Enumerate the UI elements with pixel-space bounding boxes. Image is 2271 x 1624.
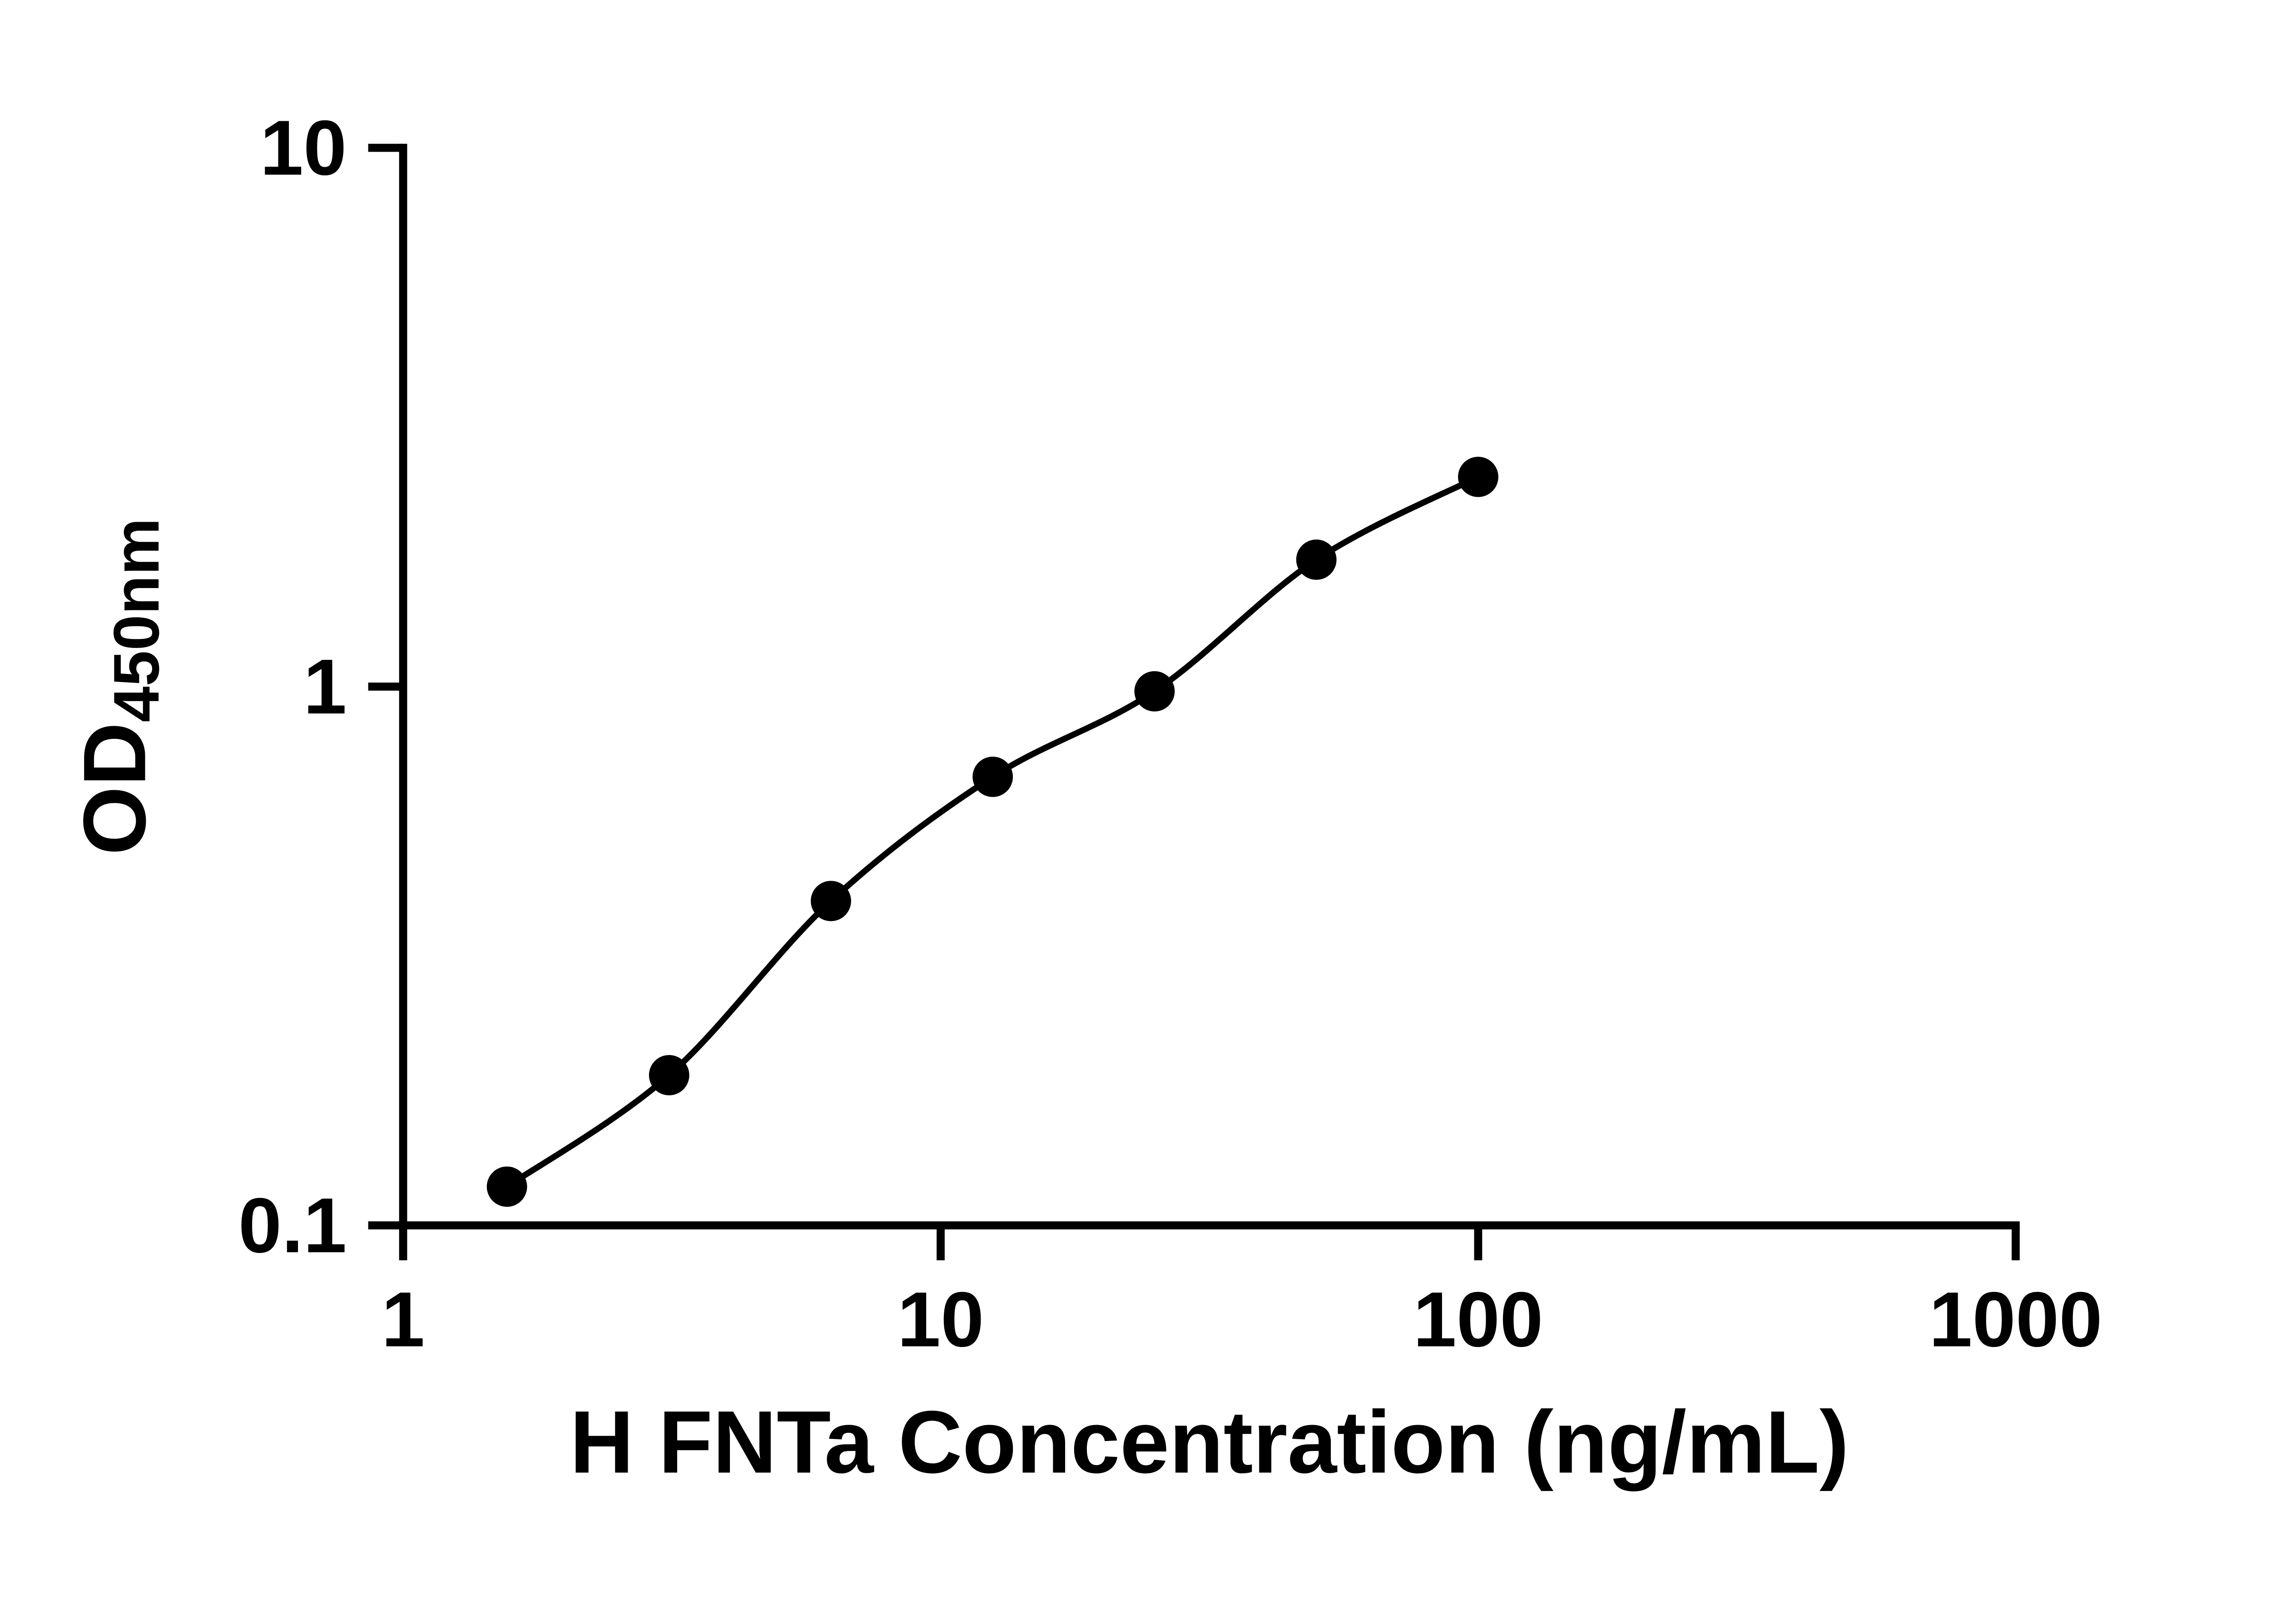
x-tick-label: 1000 (1929, 1276, 2102, 1363)
y-tick-label: 0.1 (238, 1182, 347, 1269)
data-point (649, 1055, 689, 1095)
data-point (1296, 540, 1337, 580)
data-point (1134, 671, 1175, 712)
x-tick-label: 10 (897, 1276, 984, 1363)
data-point (1458, 456, 1498, 497)
data-point (811, 881, 851, 921)
x-axis-title: H FNTa Concentration (ng/mL) (570, 1393, 1849, 1492)
y-axis-title-main: OD (65, 722, 164, 855)
x-tick-label: 100 (1413, 1276, 1543, 1363)
data-point (486, 1166, 527, 1207)
data-point (972, 757, 1013, 797)
y-axis-title-subscript: 450nm (100, 518, 173, 722)
y-tick-label: 10 (260, 105, 347, 192)
x-tick-label: 1 (382, 1276, 425, 1363)
plot-area: 1 10 100 1000 0.1 1 10 (238, 105, 2102, 1363)
y-axis-title: OD450nm (65, 518, 173, 855)
y-tick-label: 1 (303, 644, 347, 730)
